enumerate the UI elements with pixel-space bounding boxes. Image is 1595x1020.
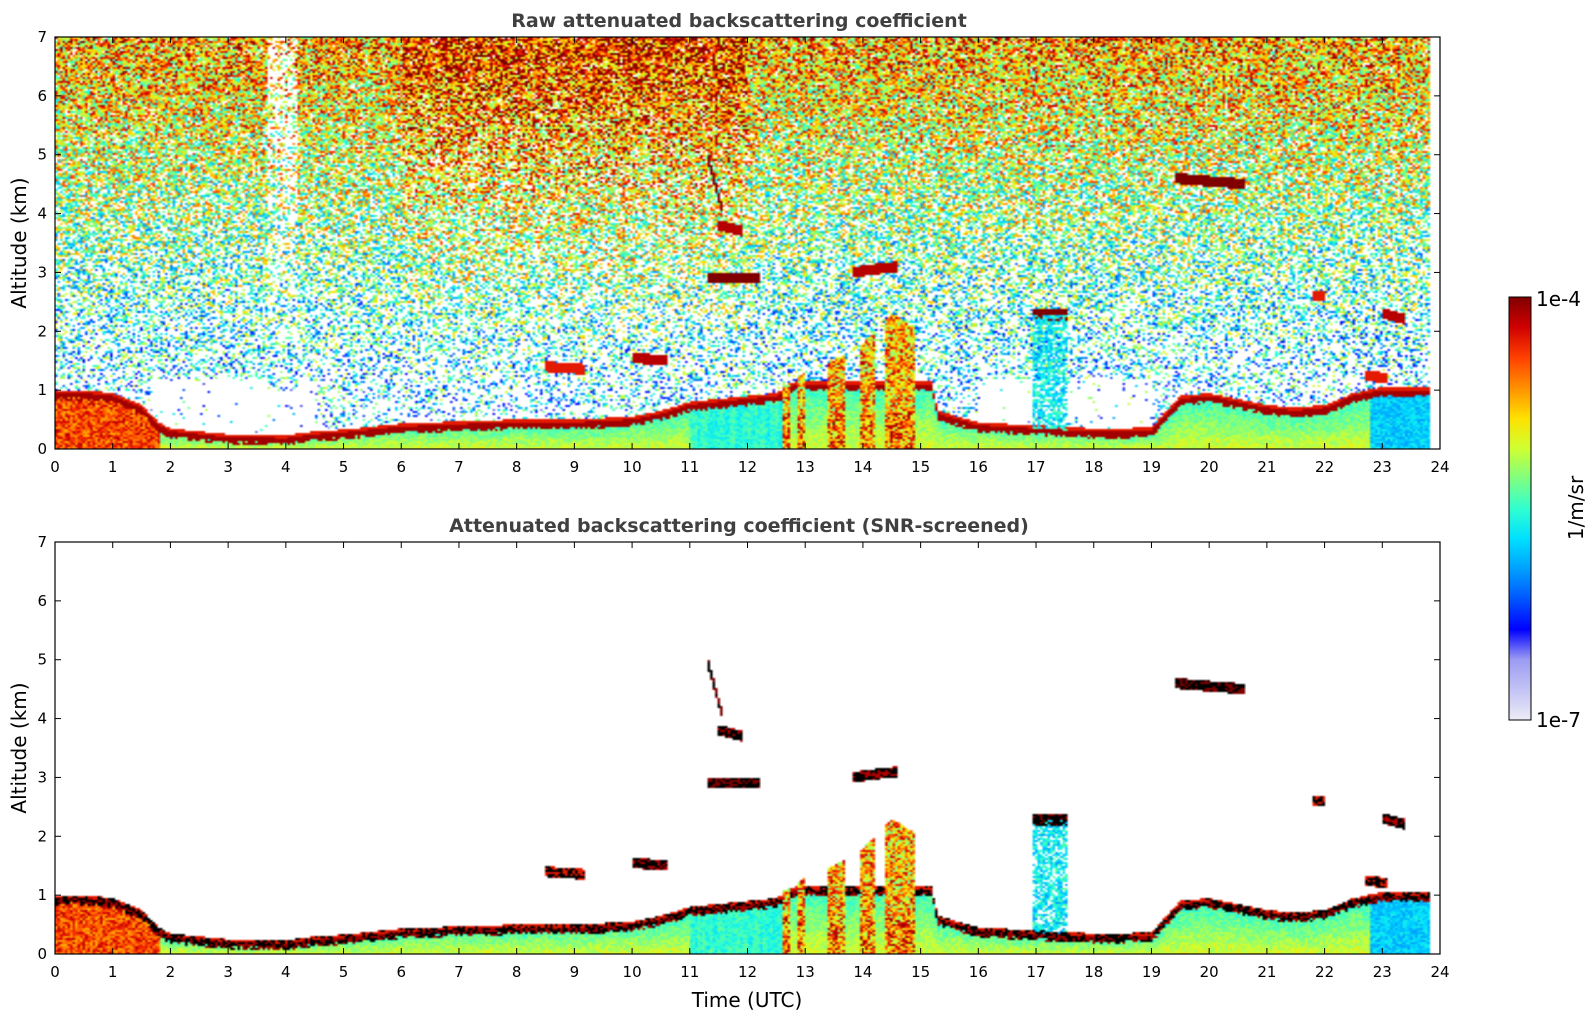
x-tick-label: 4 — [281, 963, 291, 981]
y-tick-label: 1 — [37, 886, 47, 904]
x-tick-label: 19 — [1142, 963, 1161, 981]
x-tick-label: 5 — [339, 458, 349, 476]
colorbar-label: 1/m/sr — [1564, 475, 1588, 540]
x-tick-label: 1 — [108, 963, 118, 981]
x-tick-label: 6 — [396, 963, 406, 981]
x-tick-label: 21 — [1257, 963, 1276, 981]
y-axis: 0 1 2 3 4 5 6 7 — [37, 533, 1440, 963]
x-tick-label: 22 — [1315, 963, 1334, 981]
y-tick-label: 7 — [37, 533, 47, 551]
y-tick-label: 0 — [37, 440, 47, 458]
colorbar-min-label: 1e-7 — [1536, 708, 1581, 732]
x-axis: 0 1 2 3 4 5 6 7 8 9 10 11 12 13 14 15 16 17 18 19 20 21 22 23 24 — [50, 542, 1450, 981]
x-tick-label: 15 — [911, 458, 930, 476]
x-tick-label: 3 — [223, 963, 233, 981]
x-tick-label: 23 — [1373, 963, 1392, 981]
x-tick-label: 7 — [454, 458, 464, 476]
x-tick-label: 17 — [1026, 963, 1045, 981]
x-tick-label: 11 — [680, 963, 699, 981]
x-tick-label: 10 — [623, 458, 642, 476]
x-tick-label: 8 — [512, 458, 522, 476]
x-tick-label: 21 — [1257, 458, 1276, 476]
x-tick-label: 18 — [1084, 458, 1103, 476]
y-tick-label: 6 — [37, 87, 47, 105]
x-tick-label: 20 — [1200, 458, 1219, 476]
x-tick-label: 14 — [853, 963, 872, 981]
x-tick-label: 8 — [512, 963, 522, 981]
y-axis-label: Altitude (km) — [7, 682, 31, 813]
colorbar: 1e-4 1e-7 1/m/sr — [1508, 287, 1588, 732]
x-tick-label: 9 — [570, 963, 580, 981]
colorbar-gradient — [1508, 296, 1532, 721]
colorbar-max-label: 1e-4 — [1536, 287, 1581, 311]
x-tick-label: 1 — [108, 458, 118, 476]
y-tick-label: 2 — [37, 322, 47, 340]
x-tick-label: 15 — [911, 963, 930, 981]
heatmap-image — [55, 542, 1440, 954]
x-tick-label: 17 — [1026, 458, 1045, 476]
x-tick-label: 5 — [339, 963, 349, 981]
x-tick-label: 22 — [1315, 458, 1334, 476]
x-tick-label: 12 — [738, 458, 757, 476]
x-tick-label: 0 — [50, 458, 60, 476]
panel-title: Raw attenuated backscattering coefficien… — [511, 10, 967, 32]
y-tick-label: 6 — [37, 592, 47, 610]
x-tick-label: 18 — [1084, 963, 1103, 981]
y-tick-label: 0 — [37, 945, 47, 963]
x-tick-label: 2 — [166, 458, 176, 476]
x-tick-label: 19 — [1142, 458, 1161, 476]
x-tick-label: 3 — [223, 458, 233, 476]
y-tick-label: 5 — [37, 146, 47, 164]
x-tick-label: 11 — [680, 458, 699, 476]
x-tick-label: 16 — [969, 963, 988, 981]
x-tick-label: 13 — [796, 458, 815, 476]
x-tick-label: 24 — [1430, 458, 1449, 476]
x-tick-label: 23 — [1373, 458, 1392, 476]
x-tick-label: 0 — [50, 963, 60, 981]
x-tick-label: 7 — [454, 963, 464, 981]
y-tick-label: 3 — [37, 768, 47, 786]
y-tick-label: 7 — [37, 28, 47, 46]
x-tick-label: 16 — [969, 458, 988, 476]
heatmap-image — [55, 37, 1440, 449]
x-tick-label: 24 — [1430, 963, 1449, 981]
x-tick-label: 9 — [570, 458, 580, 476]
x-axis-label: Time (UTC) — [691, 988, 803, 1012]
y-tick-label: 1 — [37, 381, 47, 399]
x-tick-label: 6 — [396, 458, 406, 476]
y-axis-label: Altitude (km) — [7, 177, 31, 308]
x-tick-label: 4 — [281, 458, 291, 476]
x-tick-label: 13 — [796, 963, 815, 981]
x-tick-label: 12 — [738, 963, 757, 981]
x-axis: 0 1 2 3 4 5 6 7 8 9 10 11 12 13 14 15 16 17 18 19 20 21 22 23 24 — [50, 37, 1450, 476]
panel-title: Attenuated backscattering coefficient (S… — [449, 515, 1029, 537]
x-tick-label: 20 — [1200, 963, 1219, 981]
y-tick-label: 3 — [37, 263, 47, 281]
y-tick-label: 4 — [37, 710, 47, 728]
y-tick-label: 2 — [37, 827, 47, 845]
panel-raw: Raw attenuated backscattering coefficien… — [7, 10, 1450, 476]
x-tick-label: 2 — [166, 963, 176, 981]
y-tick-label: 5 — [37, 651, 47, 669]
y-tick-label: 4 — [37, 205, 47, 223]
y-axis: 0 1 2 3 4 5 6 7 — [37, 28, 1440, 458]
x-tick-label: 14 — [853, 458, 872, 476]
x-tick-label: 10 — [623, 963, 642, 981]
panel-screened: Attenuated backscattering coefficient (S… — [7, 515, 1450, 1012]
